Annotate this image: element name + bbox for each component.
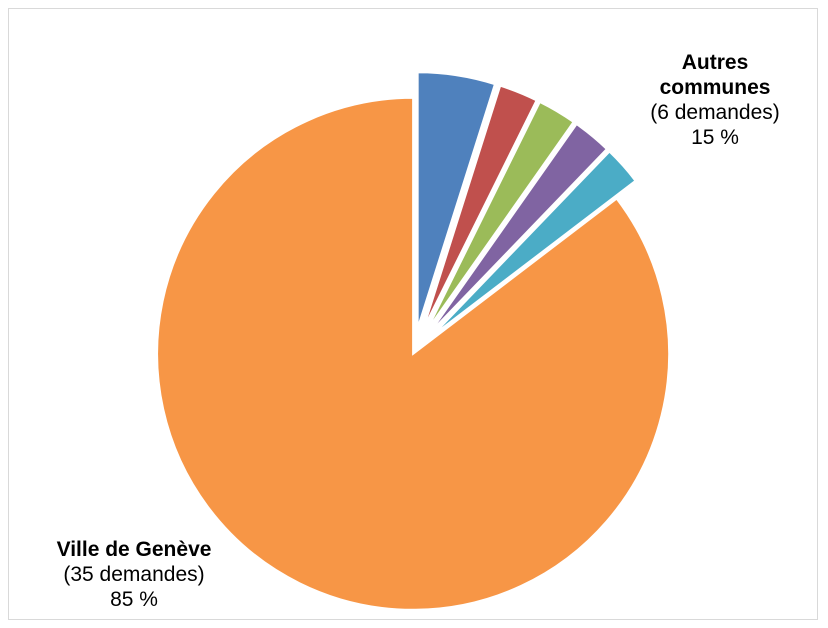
pie-chart — [156, 71, 671, 611]
chart-frame: Autres communes (6 demandes) 15 % Ville … — [8, 8, 818, 620]
pie-slice-autre-commune-3 — [428, 122, 609, 335]
label-geneve-title: Ville de Genève — [56, 538, 212, 561]
label-autres-title-1: Autres — [681, 51, 749, 74]
pie-slice-autre-commune-2 — [425, 100, 575, 332]
pie-slice-autre-commune-1 — [422, 84, 538, 331]
label-autres-percent: 15 % — [691, 126, 739, 149]
label-autres-title-2: communes — [659, 76, 771, 99]
pie-slice-ville-de-geneve — [156, 96, 671, 611]
label-geneve-count: (35 demandes) — [63, 563, 205, 586]
label-autres-communes: Autres communes (6 demandes) 15 % — [615, 50, 815, 150]
label-autres-count: (6 demandes) — [650, 101, 780, 124]
label-ville-de-geneve: Ville de Genève (35 demandes) 85 % — [19, 537, 249, 612]
pie-slice-autre-commune-0 — [416, 71, 497, 329]
pie-slice-autre-commune-4 — [431, 150, 637, 337]
label-geneve-percent: 85 % — [110, 588, 158, 611]
